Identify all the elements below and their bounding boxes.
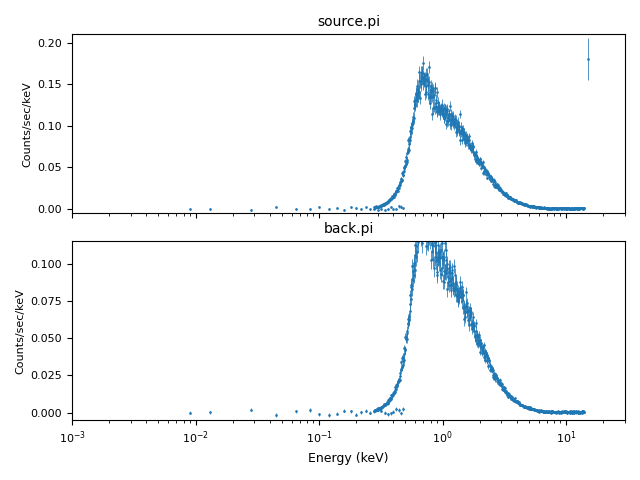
Title: back.pi: back.pi bbox=[323, 222, 374, 236]
X-axis label: Energy (keV): Energy (keV) bbox=[308, 452, 388, 465]
Y-axis label: Counts/sec/keV: Counts/sec/keV bbox=[22, 81, 32, 167]
Y-axis label: Counts/sec/keV: Counts/sec/keV bbox=[15, 288, 25, 373]
Title: source.pi: source.pi bbox=[317, 15, 380, 29]
